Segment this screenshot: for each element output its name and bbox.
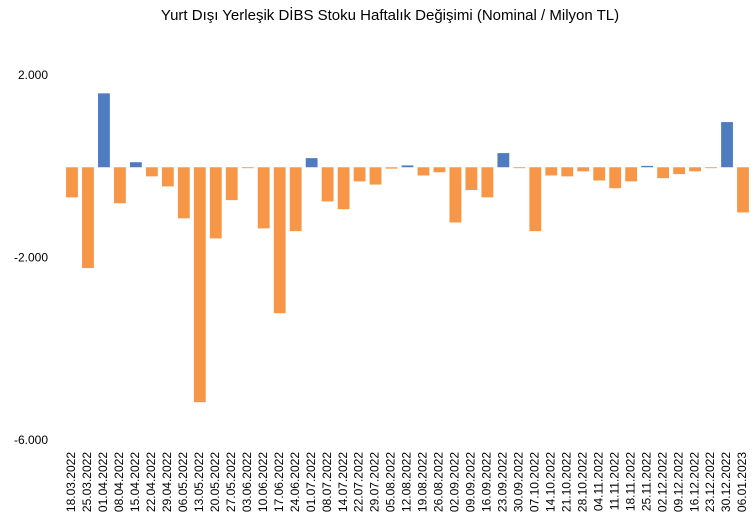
bar [689,167,701,172]
bar [273,167,286,314]
bar [305,158,318,168]
y-tick-label: -2.000 [14,251,48,265]
x-tick-label: 14.10.2022 [543,452,557,512]
x-tick-label: 16.12.2022 [687,452,701,512]
bar [737,167,749,213]
x-tick-label: 23.09.2022 [496,452,510,512]
bar [289,167,302,232]
bar [641,165,654,168]
bar [225,167,238,201]
x-tick-label: 18.03.2022 [64,452,78,512]
bar [385,167,398,169]
x-tick-label: 28.10.2022 [575,452,589,512]
bar [497,153,510,168]
bar [353,167,366,182]
bar [433,167,446,173]
x-tick-label: 22.07.2022 [352,452,366,512]
x-tick-label: 04.11.2022 [591,452,605,511]
bar [545,167,558,176]
x-tick-label: 07.10.2022 [527,452,541,512]
bar [657,167,670,179]
x-tick-label: 25.03.2022 [80,452,94,512]
x-tick-label: 23.12.2022 [703,452,717,512]
x-tick-label: 06.01.2023 [735,452,749,512]
bar [465,167,478,191]
x-tick-label: 27.05.2022 [224,452,238,512]
bar [241,167,254,169]
x-tick-label: 08.04.2022 [112,452,126,512]
bar [98,93,110,168]
x-tick-label: 10.06.2022 [256,452,270,512]
x-tick-label: 13.05.2022 [192,452,206,512]
bar [177,167,190,219]
x-tick-label: 01.07.2022 [304,452,318,512]
bar [161,167,174,187]
bar [257,167,270,229]
bar [417,167,430,176]
bar [513,167,526,169]
bar [673,167,686,175]
bar [577,167,590,172]
bar [401,165,414,168]
x-tick-label: 29.07.2022 [368,452,382,512]
x-tick-label: 02.09.2022 [448,452,462,512]
bar [705,167,717,169]
x-tick-label: 17.06.2022 [272,452,286,512]
bar [449,167,462,223]
bar [145,167,158,177]
x-tick-label: 08.07.2022 [320,452,334,512]
x-tick-label: 30.12.2022 [719,452,733,512]
bar [129,162,142,168]
bar [337,167,350,210]
x-tick-label: 09.09.2022 [464,452,478,512]
x-tick-label: 26.08.2022 [432,452,446,512]
x-tick-label: 25.11.2022 [639,452,653,511]
bar [114,167,126,204]
x-tick-label: 11.11.2022 [607,452,621,511]
x-tick-label: 22.04.2022 [144,452,158,512]
x-tick-label: 12.08.2022 [400,452,414,512]
bar [369,167,382,185]
bar [625,167,638,182]
x-tick-label: 16.09.2022 [480,452,494,512]
bar [82,167,94,269]
x-tick-label: 09.12.2022 [671,452,685,512]
bar [721,122,733,168]
bar [193,167,206,403]
x-tick-label: 30.09.2022 [512,452,526,512]
x-tick-label: 19.08.2022 [416,452,430,512]
bar [209,167,222,239]
x-tick-label: 21.10.2022 [559,452,573,512]
bar [321,167,334,202]
y-tick-label: -6.000 [14,433,48,447]
x-tick-label: 01.04.2022 [96,452,110,512]
bar [609,167,622,189]
x-tick-label: 06.05.2022 [176,452,190,512]
bar [561,167,574,177]
bar [529,167,542,232]
x-tick-label: 14.07.2022 [336,452,350,512]
x-tick-label: 05.08.2022 [384,452,398,512]
x-tick-label: 03.06.2022 [240,452,254,512]
chart-title: Yurt Dışı Yerleşik DİBS Stoku Haftalık D… [161,6,619,24]
y-tick-label: 2.000 [18,68,48,82]
x-tick-label: 29.04.2022 [160,452,174,512]
x-tick-label: 18.11.2022 [623,452,637,511]
x-tick-label: 24.06.2022 [288,452,302,512]
bar [66,167,78,198]
bar [593,167,606,181]
x-tick-label: 15.04.2022 [128,452,142,512]
x-tick-label: 20.05.2022 [208,452,222,512]
x-tick-label: 02.12.2022 [655,452,669,512]
bar [481,167,494,198]
